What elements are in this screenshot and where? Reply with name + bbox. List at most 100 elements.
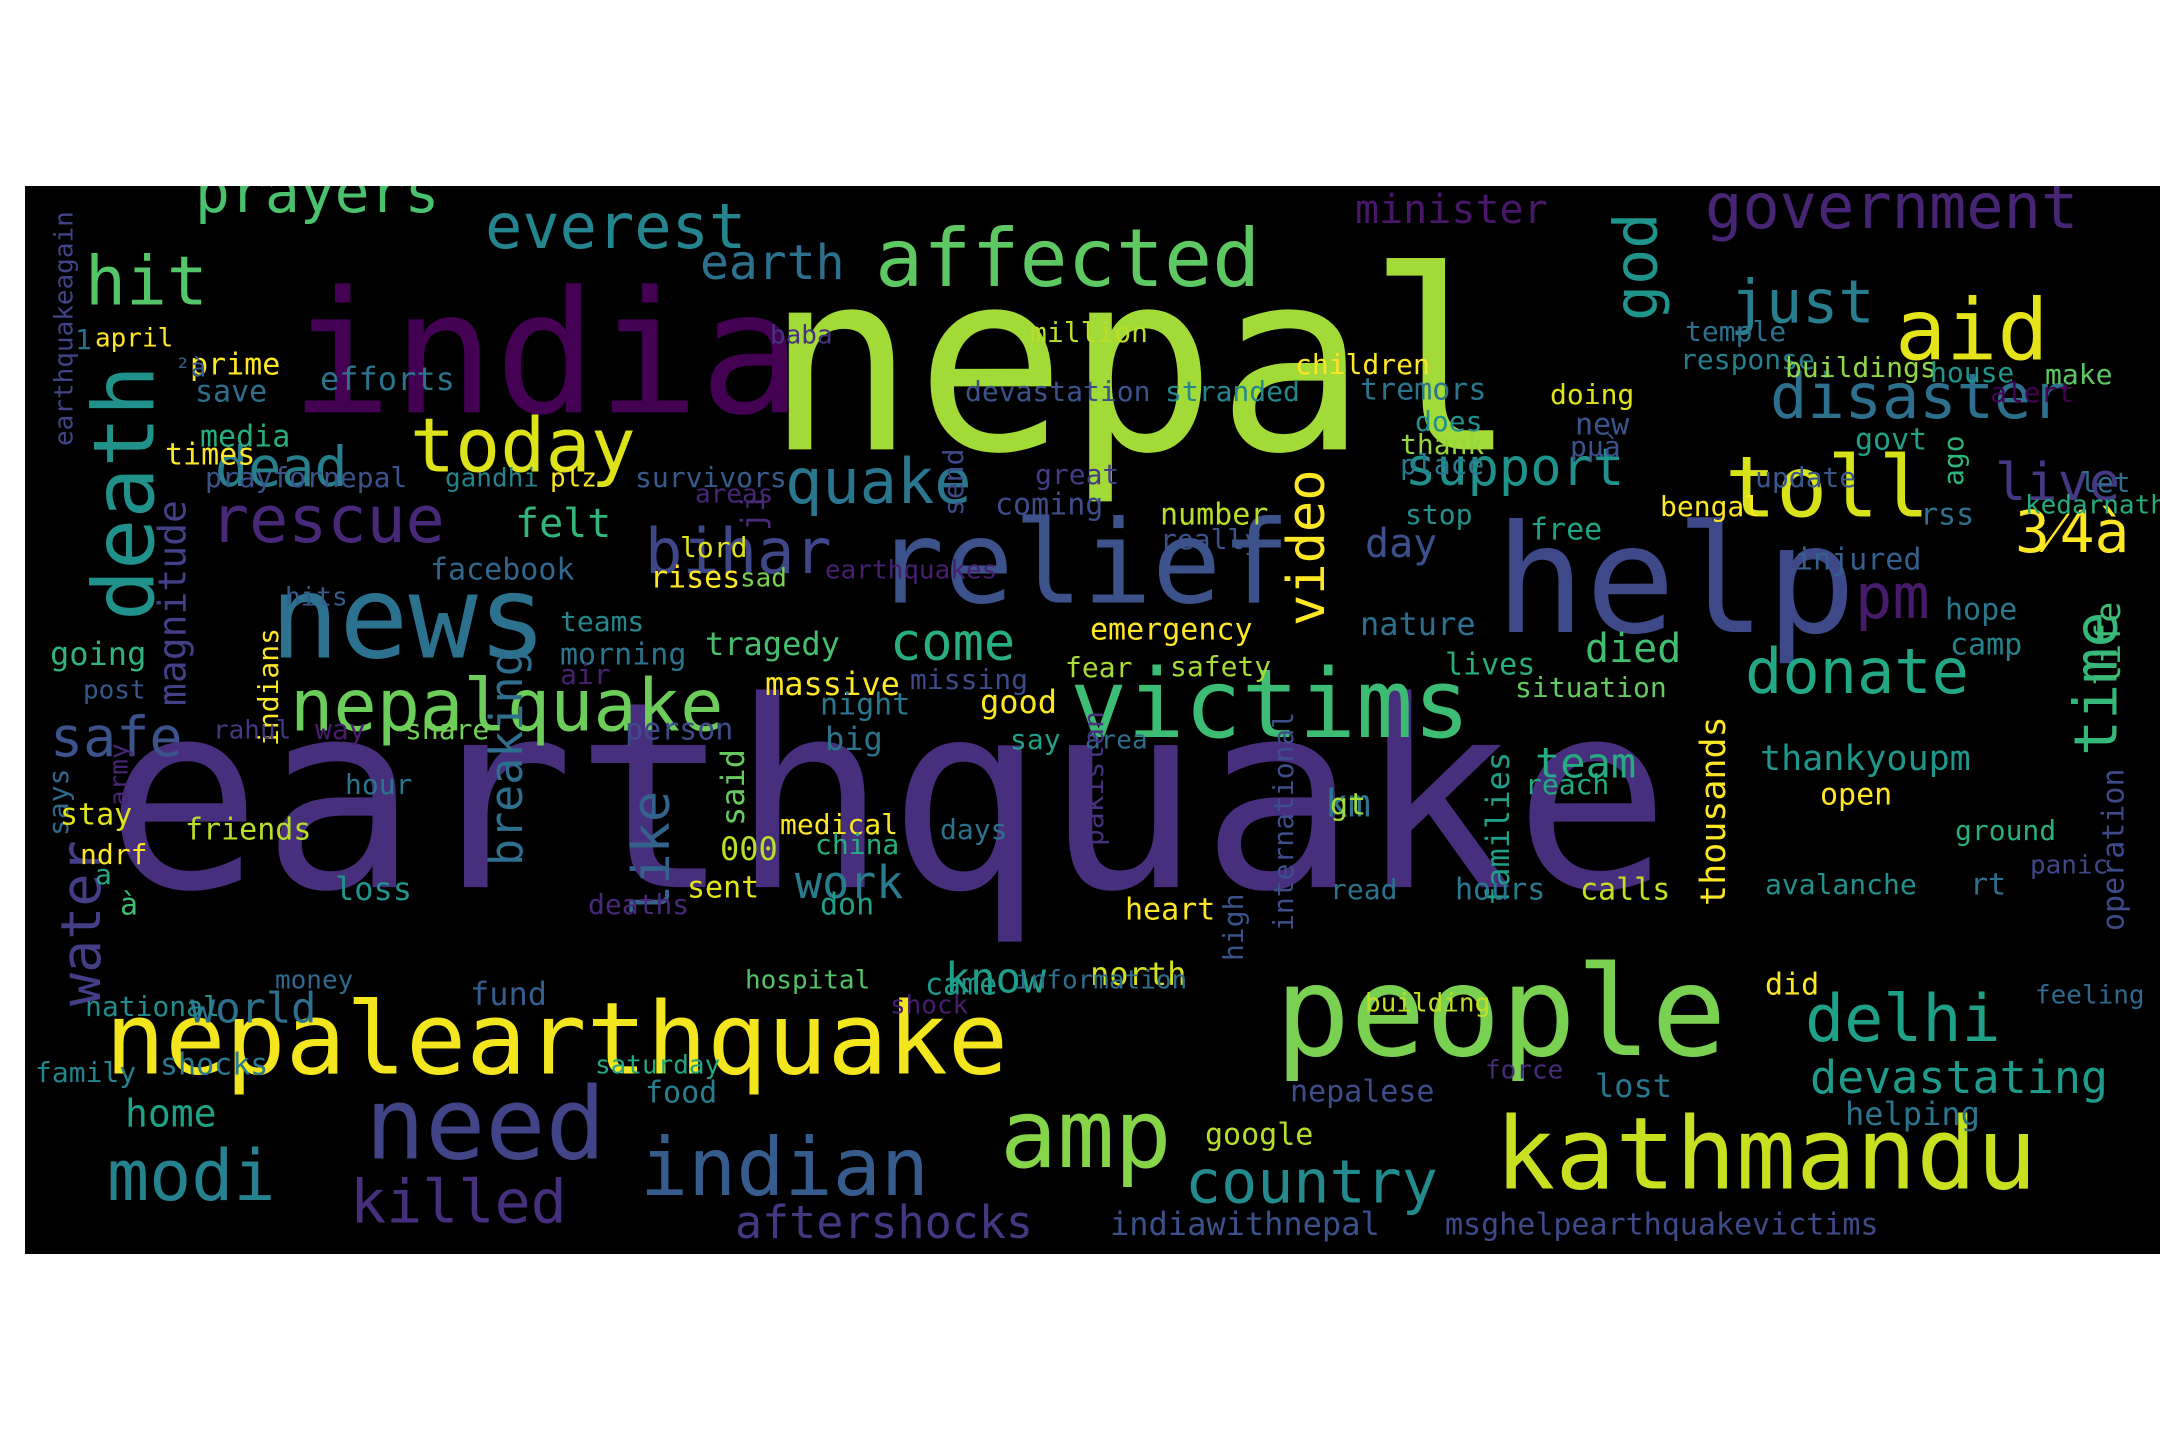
- word-100: said: [714, 749, 752, 826]
- word-90: fear: [1065, 651, 1132, 684]
- word-158: à: [120, 888, 138, 923]
- word-109: morning: [560, 638, 686, 673]
- word-42: come: [890, 613, 1015, 673]
- word-7: relief: [875, 497, 1290, 631]
- word-107: hits: [285, 583, 348, 613]
- word-197: ²à: [175, 354, 206, 384]
- word-21: country: [1185, 1148, 1438, 1218]
- word-155: saturday: [595, 1051, 720, 1081]
- word-179: does: [1415, 405, 1482, 438]
- word-23: disaster: [1770, 360, 2069, 433]
- word-5: kathmandu: [1495, 1095, 2037, 1212]
- word-54: thankyoupm: [1760, 739, 1971, 779]
- word-127: gt: [1330, 788, 1366, 823]
- word-64: tragedy: [705, 625, 840, 663]
- word-35: live: [1995, 453, 2120, 513]
- word-138: heart: [1125, 893, 1215, 928]
- word-146: hospital: [745, 966, 870, 996]
- word-48: world: [190, 984, 316, 1033]
- word-87: good: [980, 683, 1057, 721]
- word-114: way: [315, 713, 366, 746]
- word-3: nepalearthquake: [105, 980, 1008, 1097]
- word-185: govt: [1855, 423, 1927, 458]
- word-190: buildings: [1785, 351, 1937, 384]
- word-9: victims: [1070, 650, 1470, 760]
- word-43: aftershocks: [735, 1196, 1033, 1249]
- word-182: great: [1035, 458, 1119, 491]
- word-95: area: [1085, 726, 1148, 756]
- word-161: save: [195, 375, 267, 410]
- word-125: days: [940, 813, 1007, 846]
- word-131: panic: [2030, 851, 2108, 881]
- word-122: ndrf: [80, 838, 147, 871]
- word-18: nepalquake: [290, 664, 723, 748]
- word-130: ground: [1955, 814, 2056, 847]
- word-172: baba: [770, 321, 833, 351]
- word-13: amp: [1000, 1080, 1172, 1190]
- word-11: need: [365, 1065, 606, 1182]
- word-50: team: [1535, 739, 1636, 788]
- word-51: minister: [1355, 187, 1548, 233]
- word-188: temple: [1685, 315, 1786, 348]
- word-1: nepal: [765, 217, 1518, 508]
- word-115: share: [405, 713, 489, 746]
- word-105: rises: [650, 561, 740, 596]
- word-170: areas: [695, 480, 773, 510]
- word-34: dead: [215, 435, 347, 499]
- word-89: big: [825, 720, 883, 758]
- word-171: earthquakes: [825, 556, 997, 586]
- word-123: medical: [780, 808, 898, 841]
- word-56: died: [1585, 626, 1681, 672]
- word-33: pm: [1855, 560, 1930, 633]
- word-137: calls: [1580, 873, 1670, 908]
- word-61: day: [1365, 521, 1437, 567]
- word-117: hour: [345, 768, 412, 801]
- word-140: sent: [687, 871, 759, 906]
- word-80: hope: [1945, 593, 2017, 628]
- word-139: deaths: [588, 888, 689, 921]
- word-191: house: [1930, 356, 2014, 389]
- word-6: help: [1495, 494, 1856, 668]
- word-53: work: [795, 856, 903, 909]
- word-177: tremors: [1360, 373, 1486, 408]
- word-12: indian: [640, 1121, 929, 1214]
- word-102: ji: [734, 492, 772, 531]
- word-132: avalanche: [1765, 868, 1917, 901]
- word-135: read: [1330, 873, 1397, 906]
- word-70: fund: [470, 975, 547, 1013]
- word-58: km: [1325, 782, 1371, 826]
- word-72: helping: [1845, 1095, 1980, 1133]
- word-20: government: [1705, 186, 2078, 243]
- word-136: hours: [1455, 873, 1545, 908]
- word-169: survivors: [635, 461, 787, 494]
- word-76: lives: [1445, 648, 1535, 683]
- word-128: reach: [1525, 768, 1609, 801]
- word-174: children: [1295, 348, 1430, 381]
- word-166: prayfornepal: [205, 461, 407, 494]
- word-126: 000: [720, 830, 778, 868]
- word-84: free: [1530, 513, 1602, 548]
- word-59: life: [2089, 602, 2129, 686]
- word-66: facebook: [430, 553, 575, 588]
- word-101: send: [937, 449, 970, 516]
- word-119: army: [105, 743, 135, 806]
- word-98: international: [1267, 712, 1300, 931]
- word-41: support: [1405, 438, 1624, 498]
- word-28: bihar: [645, 515, 832, 588]
- word-82: rss: [1920, 498, 1974, 533]
- word-0: earthquake: [105, 647, 1670, 949]
- word-40: devastating: [1810, 1051, 2108, 1104]
- word-57: 3⁄4à: [2015, 498, 2129, 566]
- word-184: pµà: [1570, 430, 1621, 463]
- word-85: stop: [1405, 498, 1472, 531]
- word-156: force: [1485, 1056, 1563, 1086]
- word-152: feeling: [2035, 981, 2145, 1011]
- word-110: air: [560, 658, 611, 691]
- word-15: toll: [1725, 438, 1930, 537]
- word-175: devastation: [965, 375, 1150, 408]
- word-159: april: [95, 324, 173, 354]
- word-180: thank: [1400, 428, 1484, 461]
- word-81: camp: [1950, 628, 2022, 663]
- word-16: modi: [107, 1135, 276, 1217]
- word-194: let: [2080, 466, 2131, 499]
